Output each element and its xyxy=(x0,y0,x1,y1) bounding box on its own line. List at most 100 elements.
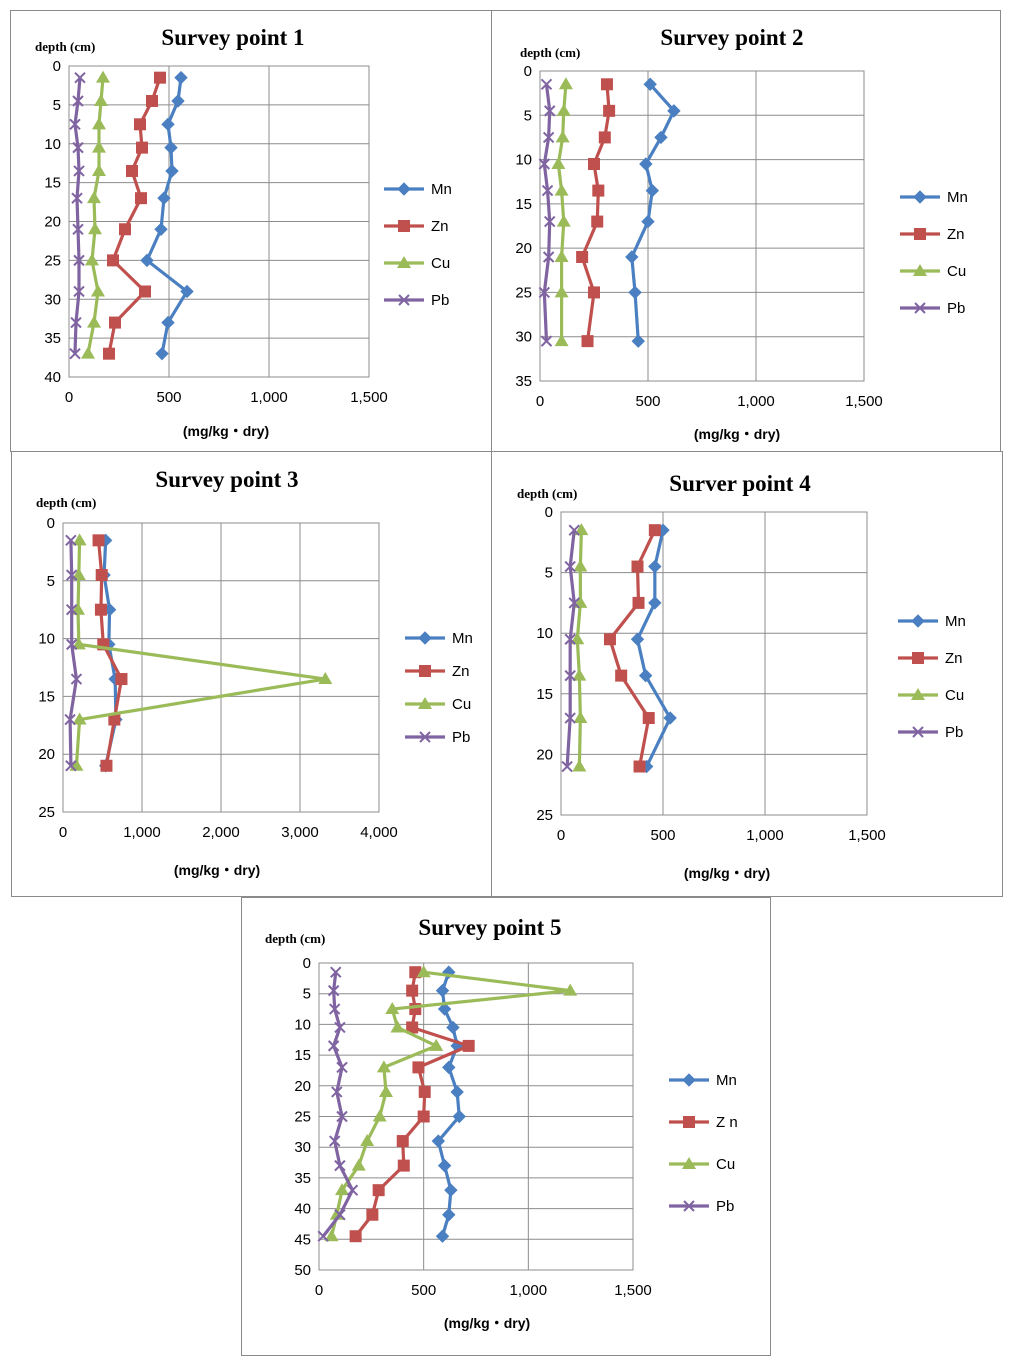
data-point-pb xyxy=(69,118,81,131)
data-point-zn xyxy=(633,760,646,773)
data-point-zn xyxy=(592,184,605,197)
legend-label: Mn xyxy=(716,1072,737,1089)
data-point-mn xyxy=(452,1109,466,1124)
data-point-cu xyxy=(554,183,569,196)
legend-item-mn: Mn xyxy=(669,1072,737,1089)
data-point-pb xyxy=(334,1021,346,1034)
y-tick-label: 5 xyxy=(303,986,311,1003)
data-point-mn xyxy=(161,117,175,132)
legend-label: Cu xyxy=(716,1156,735,1173)
data-point-pb xyxy=(564,560,576,573)
data-point-mn xyxy=(174,70,188,85)
legend-marker-cu xyxy=(682,1157,696,1169)
y-tick-label: 40 xyxy=(294,1201,311,1218)
data-point-cu xyxy=(555,130,570,143)
y-tick-label: 15 xyxy=(44,175,61,192)
data-point-pb xyxy=(540,335,553,347)
legend-label: Mn xyxy=(431,181,452,198)
data-point-zn xyxy=(603,633,616,646)
data-point-cu xyxy=(318,672,333,685)
x-tick-label: 0 xyxy=(65,389,73,406)
data-point-cu xyxy=(551,157,566,169)
x-tick-label: 1,000 xyxy=(510,1282,548,1299)
legend-marker-cu xyxy=(397,256,411,268)
data-point-cu xyxy=(81,346,95,359)
legend-item-mn: Mn xyxy=(900,189,968,206)
legend-item-zn: Zn xyxy=(384,218,449,235)
x-axis-label: (mg/kg・dry) xyxy=(174,862,260,878)
data-point-pb xyxy=(346,1184,359,1196)
data-point-pb xyxy=(65,638,78,651)
data-point-pb xyxy=(69,347,81,360)
y-tick-label: 30 xyxy=(44,291,61,308)
data-point-mn xyxy=(140,253,154,268)
plot-area xyxy=(560,511,868,816)
legend-label: Cu xyxy=(452,696,471,713)
data-point-zn xyxy=(146,94,158,107)
data-point-cu xyxy=(556,103,571,116)
data-point-cu xyxy=(378,1084,393,1097)
data-point-pb xyxy=(330,966,342,978)
x-tick-label: 4,000 xyxy=(360,824,398,841)
data-point-cu xyxy=(324,1229,339,1242)
series-line-mn xyxy=(630,83,676,342)
y-tick-label: 10 xyxy=(294,1016,311,1033)
data-point-zn xyxy=(100,759,113,772)
data-point-cu xyxy=(351,1158,366,1171)
x-tick-label: 500 xyxy=(156,389,181,406)
legend-label: Mn xyxy=(945,613,966,630)
legend-item-pb: Pb xyxy=(669,1198,734,1215)
data-point-pb xyxy=(334,1209,346,1221)
chart-panel-1: Survey point 1 depth (cm) (mg/kg・dry) 0 5 10 1… xyxy=(10,10,492,452)
legend-label: Mn xyxy=(947,189,968,206)
legend-label: Cu xyxy=(947,263,966,280)
legend-marker-zn xyxy=(914,228,926,240)
series-pb xyxy=(538,78,556,347)
data-point-pb xyxy=(72,141,84,154)
data-point-zn xyxy=(107,254,119,267)
data-point-cu xyxy=(556,214,571,227)
legend-item-mn: Mn xyxy=(405,630,473,647)
data-point-mn xyxy=(667,104,681,118)
legend-marker-mn xyxy=(911,614,925,628)
chart-title: Survey point 1 xyxy=(161,25,304,50)
data-point-zn xyxy=(139,285,151,298)
data-point-cu xyxy=(572,668,587,681)
data-point-cu xyxy=(390,1020,405,1033)
data-point-pb xyxy=(331,1086,343,1098)
y-tick-label: 10 xyxy=(38,631,55,648)
data-point-cu xyxy=(96,70,110,83)
y-tick-label: 25 xyxy=(294,1109,311,1126)
data-point-zn xyxy=(95,569,108,582)
data-point-pb xyxy=(564,633,576,645)
data-point-cu xyxy=(360,1134,375,1147)
y-tick-label: 35 xyxy=(294,1170,311,1187)
y-tick-label: 35 xyxy=(44,330,61,347)
y-tick-label: 30 xyxy=(294,1139,311,1156)
data-point-zn xyxy=(115,673,128,686)
data-point-cu xyxy=(558,77,573,90)
legend-label: Pb xyxy=(945,724,963,741)
y-tick-label: 20 xyxy=(38,746,55,763)
data-point-mn xyxy=(171,94,185,108)
data-point-mn xyxy=(643,77,657,91)
data-point-cu xyxy=(72,712,87,725)
x-tick-label: 500 xyxy=(635,393,660,410)
data-point-pb xyxy=(541,184,554,197)
data-point-pb xyxy=(65,534,77,547)
series-zn xyxy=(603,524,661,773)
series-pb xyxy=(64,534,83,772)
data-point-zn xyxy=(109,316,121,329)
y-tick-label: 0 xyxy=(53,58,61,75)
legend-marker-mn xyxy=(913,190,927,204)
data-point-zn xyxy=(632,596,645,609)
data-point-mn xyxy=(639,157,653,171)
legend-item-pb: Pb xyxy=(384,292,449,309)
y-tick-label: 0 xyxy=(47,515,55,532)
data-point-mn xyxy=(437,1158,452,1173)
x-tick-label: 500 xyxy=(650,827,675,844)
x-tick-label: 0 xyxy=(315,1282,323,1299)
series-cu xyxy=(570,523,589,772)
data-point-cu xyxy=(429,1038,444,1051)
y-tick-label: 40 xyxy=(44,369,61,386)
